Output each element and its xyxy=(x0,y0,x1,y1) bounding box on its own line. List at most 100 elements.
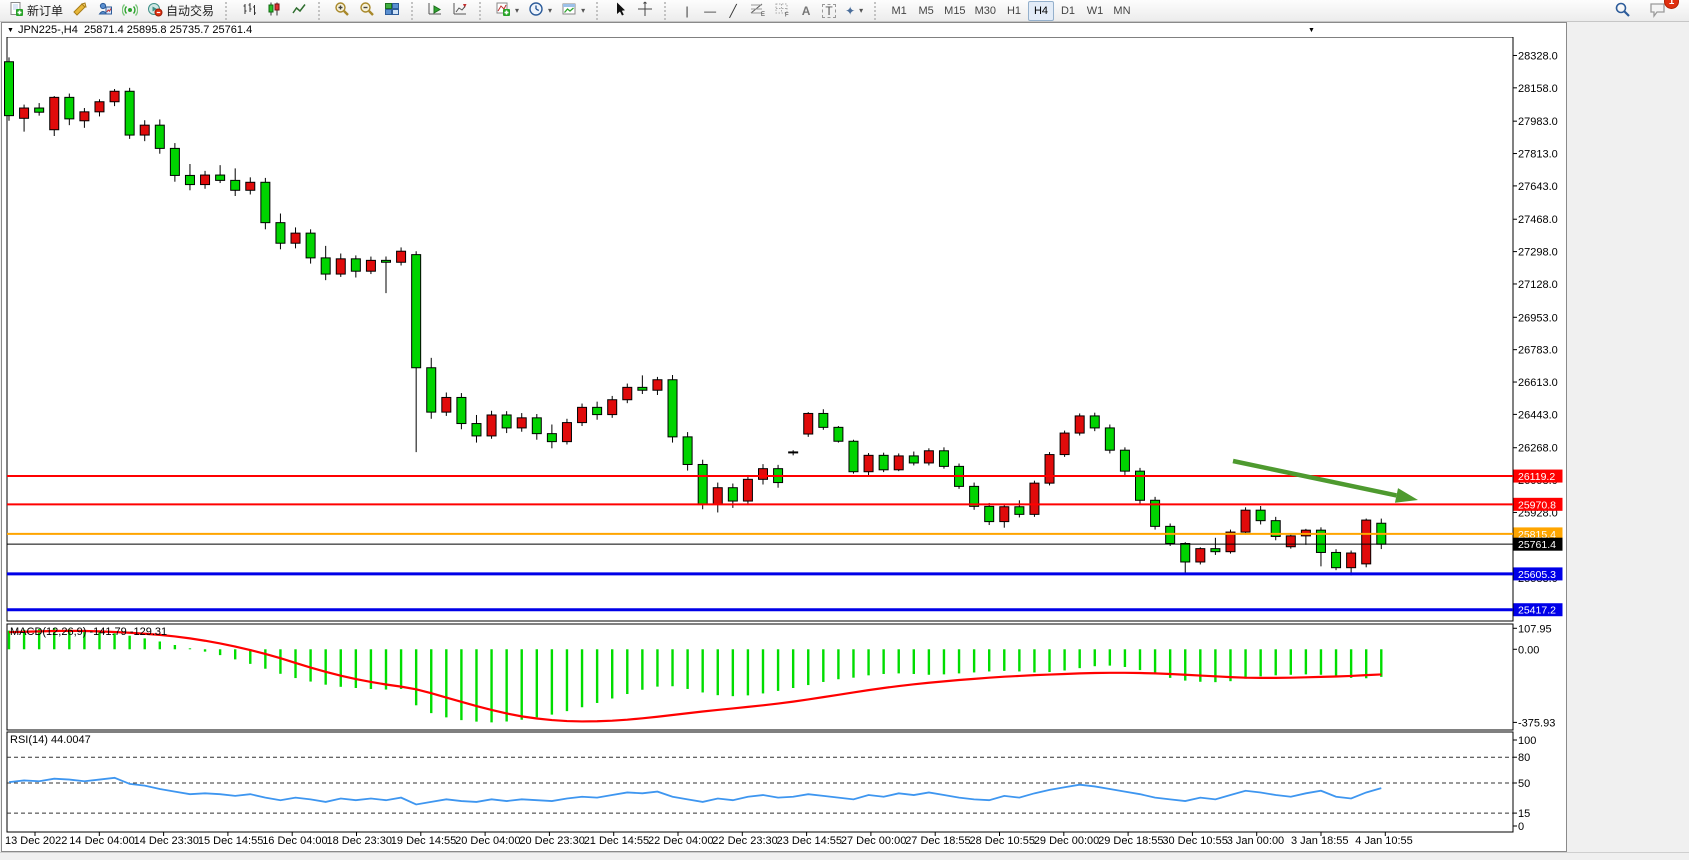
indicators-button[interactable]: ▾ xyxy=(491,1,523,21)
new-order-button[interactable]: 新订单 xyxy=(4,1,67,21)
timeframe-button-H4[interactable]: H4 xyxy=(1027,0,1054,21)
toolbar-separator xyxy=(664,1,671,20)
chart-shift-icon xyxy=(452,1,468,20)
chart-window: 28328.0 28158.0 27983.0 27813.0 27643.0 27468… xyxy=(1,22,1567,852)
toolbar-separator xyxy=(596,1,603,20)
macd-label: MACD(12,26,9) -141.79 -129.31 xyxy=(10,626,167,638)
timeframe-button-W1[interactable]: W1 xyxy=(1082,1,1108,21)
timeframe-button-D1[interactable]: D1 xyxy=(1055,1,1081,21)
svg-text:27983.0: 27983.0 xyxy=(1518,116,1558,128)
rsi-indicator: 100 80 50 150 RSI(14) 44.0047 xyxy=(7,734,1536,833)
search-icon xyxy=(1614,1,1631,21)
timeframe-button-M5[interactable]: M5 xyxy=(913,1,939,21)
timeframe-button-M1[interactable]: M1 xyxy=(886,1,912,21)
svg-text:4 Jan 10:55: 4 Jan 10:55 xyxy=(1355,835,1413,847)
templates-icon xyxy=(561,1,577,20)
profiles-icon xyxy=(97,1,113,20)
signals-button[interactable] xyxy=(118,1,142,21)
timeframe-group: M1 M5 M15 M30 H1 H4 D1 W1 MN xyxy=(886,0,1135,21)
chart-shift-marker-icon[interactable]: ▼ xyxy=(1308,27,1315,34)
svg-text:29 Dec 18:55: 29 Dec 18:55 xyxy=(1098,835,1163,847)
svg-text:25417.2: 25417.2 xyxy=(1518,605,1556,617)
autotrading-icon xyxy=(147,1,163,20)
svg-text:3 Jan 18:55: 3 Jan 18:55 xyxy=(1291,835,1349,847)
svg-text:16 Dec 04:00: 16 Dec 04:00 xyxy=(262,835,327,847)
periods-button[interactable]: ▾ xyxy=(524,1,556,21)
dropdown-caret-icon: ▾ xyxy=(548,6,553,15)
bar-chart-mode-button[interactable] xyxy=(237,1,261,21)
svg-text:13 Dec 2022: 13 Dec 2022 xyxy=(5,835,67,847)
timeframe-button-M30[interactable]: M30 xyxy=(971,1,1000,21)
crosshair-tool-button[interactable] xyxy=(633,1,657,21)
zoom-in-button[interactable] xyxy=(330,1,354,21)
line-chart-icon xyxy=(291,1,307,20)
timeframe-button-MN[interactable]: MN xyxy=(1109,1,1135,21)
text-tool-button[interactable]: A xyxy=(795,1,817,21)
shapes-icon: ✦ xyxy=(845,3,856,18)
horizontal-line-tool-button[interactable]: — xyxy=(699,1,721,21)
signals-icon xyxy=(121,1,139,20)
main-pane[interactable] xyxy=(6,36,1514,622)
trend-arrow-annotation[interactable] xyxy=(1232,458,1418,503)
svg-text:27298.0: 27298.0 xyxy=(1518,247,1558,259)
svg-text:25970.8: 25970.8 xyxy=(1518,499,1556,511)
rsi-pane[interactable] xyxy=(6,731,1514,833)
candlestick-chart-icon xyxy=(266,1,282,20)
timeframe-button-H1[interactable]: H1 xyxy=(1001,1,1027,21)
bar-chart-icon xyxy=(241,1,257,20)
svg-text:25761.4: 25761.4 xyxy=(1518,539,1556,551)
candlestick-mode-button[interactable] xyxy=(262,1,286,21)
grid-icon: F xyxy=(774,1,790,20)
market-watch-button[interactable] xyxy=(68,1,92,21)
periods-clock-icon xyxy=(528,1,544,20)
auto-scroll-button[interactable] xyxy=(423,1,447,21)
vertical-line-tool-button[interactable]: | xyxy=(676,1,698,21)
grid-tool-button[interactable]: F xyxy=(770,1,794,21)
crosshair-icon xyxy=(637,1,653,20)
tile-windows-icon xyxy=(384,1,400,20)
fibonacci-icon: E xyxy=(749,1,765,20)
svg-text:0.00: 0.00 xyxy=(1518,644,1539,656)
profiles-button[interactable] xyxy=(93,1,117,21)
indicators-icon xyxy=(495,1,511,20)
chart-canvas[interactable]: 28328.0 28158.0 27983.0 27813.0 27643.0 27468… xyxy=(2,23,1568,852)
trendline-icon: ╱ xyxy=(729,3,737,18)
ohlc-toggle-icon[interactable]: ▼ xyxy=(7,26,14,34)
svg-text:25605.3: 25605.3 xyxy=(1518,569,1556,581)
zoom-out-button[interactable] xyxy=(355,1,379,21)
svg-text:26268.0: 26268.0 xyxy=(1518,443,1558,455)
search-button[interactable] xyxy=(1610,1,1635,21)
svg-text:27 Dec 18:55: 27 Dec 18:55 xyxy=(905,835,970,847)
svg-text:26953.0: 26953.0 xyxy=(1518,312,1558,324)
line-chart-mode-button[interactable] xyxy=(287,1,311,21)
svg-text:28158.0: 28158.0 xyxy=(1518,83,1558,95)
dropdown-caret-icon: ▾ xyxy=(859,6,864,15)
text-icon: A xyxy=(801,3,811,18)
svg-text:15 Dec 14:55: 15 Dec 14:55 xyxy=(198,835,263,847)
candles-layer xyxy=(4,57,1387,576)
trendline-tool-button[interactable]: ╱ xyxy=(722,1,744,21)
svg-text:F: F xyxy=(785,13,789,18)
tile-windows-button[interactable] xyxy=(380,1,404,21)
label-tool-button[interactable]: T xyxy=(818,1,840,21)
notification-badge[interactable]: 1 xyxy=(1664,0,1679,9)
fibonacci-tool-button[interactable]: E xyxy=(745,1,769,21)
svg-text:14 Dec 23:30: 14 Dec 23:30 xyxy=(134,835,199,847)
autotrading-button[interactable]: 自动交易 xyxy=(143,1,218,21)
templates-button[interactable]: ▾ xyxy=(557,1,589,21)
toolbar-separator xyxy=(225,1,232,20)
timeframe-button-M15[interactable]: M15 xyxy=(940,1,969,21)
market-watch-icon xyxy=(72,1,88,20)
svg-text:3 Jan 00:00: 3 Jan 00:00 xyxy=(1227,835,1285,847)
autotrading-label: 自动交易 xyxy=(166,4,215,18)
cursor-tool-button[interactable] xyxy=(608,1,632,21)
zoom-in-icon xyxy=(334,1,350,20)
svg-text:29 Dec 00:00: 29 Dec 00:00 xyxy=(1034,835,1099,847)
svg-text:107.95: 107.95 xyxy=(1518,623,1552,635)
chart-shift-button[interactable] xyxy=(448,1,472,21)
shapes-tool-button[interactable]: ✦ ▾ xyxy=(841,1,867,21)
svg-text:19 Dec 14:55: 19 Dec 14:55 xyxy=(391,835,456,847)
dropdown-caret-icon: ▾ xyxy=(581,6,586,15)
auto-scroll-icon xyxy=(427,1,443,20)
